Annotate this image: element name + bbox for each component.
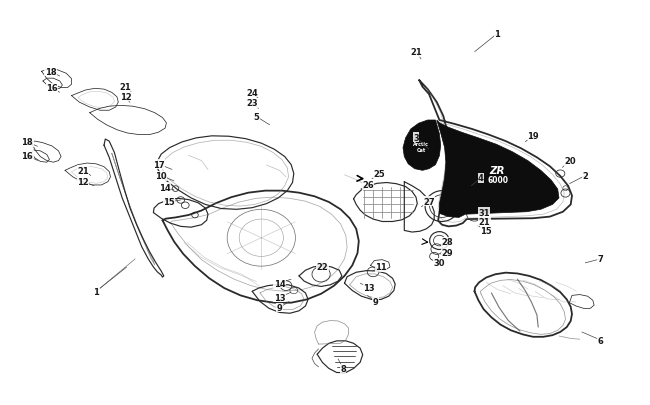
Text: 1: 1 <box>93 287 99 296</box>
Text: 5: 5 <box>254 113 260 122</box>
Text: 17: 17 <box>153 160 165 169</box>
Text: 6: 6 <box>597 336 604 345</box>
Text: 6000: 6000 <box>488 176 508 185</box>
Text: 23: 23 <box>246 99 258 108</box>
Text: 26: 26 <box>362 181 374 190</box>
Text: 22: 22 <box>317 263 328 272</box>
Text: 3: 3 <box>413 133 419 142</box>
Text: 16: 16 <box>21 151 33 160</box>
Text: 28: 28 <box>441 238 453 247</box>
Text: 30: 30 <box>433 259 445 268</box>
Polygon shape <box>437 121 559 218</box>
Text: ZR: ZR <box>489 165 504 175</box>
Text: 14: 14 <box>274 279 285 288</box>
Text: 21: 21 <box>120 83 131 92</box>
Text: 20: 20 <box>564 157 576 166</box>
Text: 9: 9 <box>373 297 378 306</box>
Text: 10: 10 <box>155 172 167 181</box>
Text: 13: 13 <box>363 283 375 292</box>
Text: 16: 16 <box>46 84 58 93</box>
Text: 15: 15 <box>163 198 175 207</box>
Text: 2: 2 <box>582 172 588 181</box>
Text: 12: 12 <box>77 178 89 187</box>
Text: 29: 29 <box>441 248 453 257</box>
Text: 1: 1 <box>494 30 500 39</box>
Text: Arctic
Cat: Arctic Cat <box>413 142 429 153</box>
Text: 31: 31 <box>478 208 490 217</box>
Text: 15: 15 <box>480 226 492 235</box>
Text: 7: 7 <box>598 255 603 264</box>
Text: 13: 13 <box>274 293 285 302</box>
Text: 12: 12 <box>120 93 131 102</box>
Text: 18: 18 <box>21 138 33 147</box>
Text: 8: 8 <box>341 364 346 373</box>
Text: 21: 21 <box>77 166 89 175</box>
Text: 14: 14 <box>159 183 170 192</box>
Polygon shape <box>403 121 441 171</box>
Text: 18: 18 <box>45 68 57 77</box>
Text: 27: 27 <box>423 197 435 206</box>
Text: 9: 9 <box>277 303 282 312</box>
Text: 4: 4 <box>478 174 484 183</box>
Text: 19: 19 <box>527 131 539 140</box>
Text: 24: 24 <box>246 89 258 98</box>
Text: 11: 11 <box>375 263 387 272</box>
Text: 21: 21 <box>478 217 490 226</box>
Text: 25: 25 <box>374 170 385 179</box>
Text: 21: 21 <box>410 48 422 57</box>
